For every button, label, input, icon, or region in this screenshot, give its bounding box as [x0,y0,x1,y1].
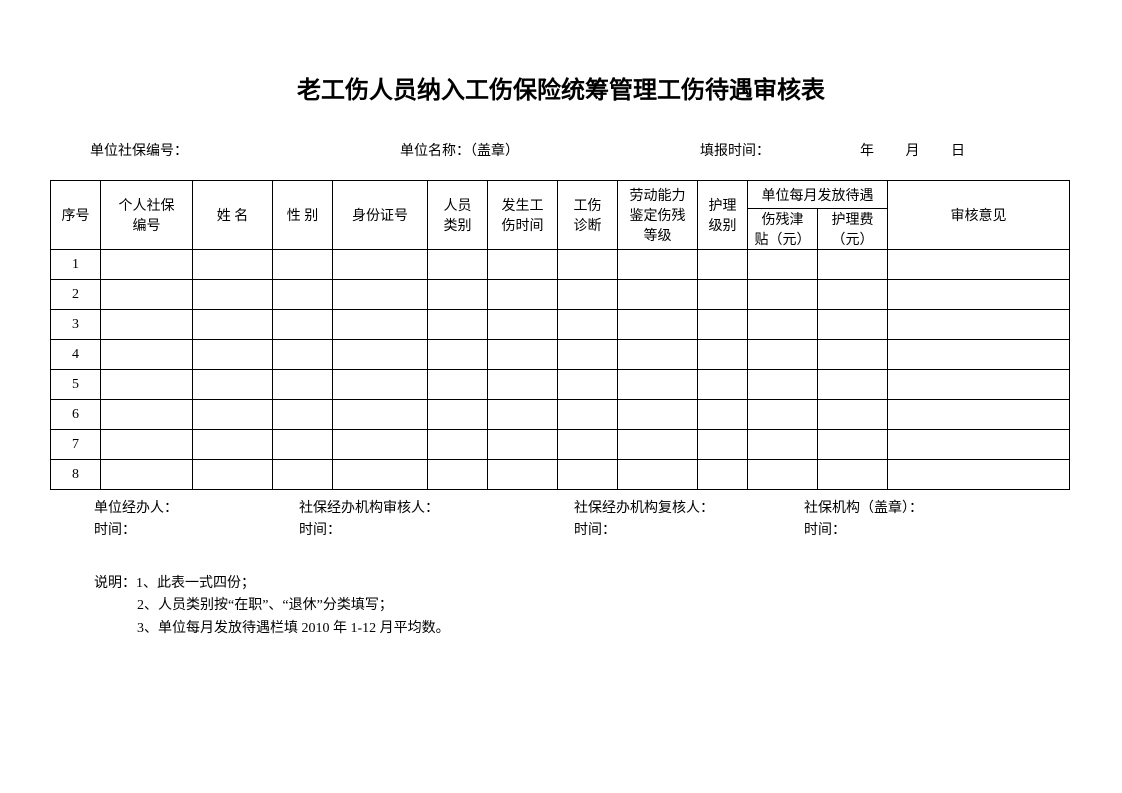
review-table: 序号 个人社保 编号 姓 名 性 别 身份证号 人员 类别 发生工 伤时间 工伤… [50,180,1070,490]
month-label: 月 [906,144,920,159]
table-row: 2 [51,280,1070,310]
time-label: 时间： [299,520,574,542]
row-seq: 3 [51,310,101,340]
table-row: 1 [51,250,1070,280]
row-seq: 5 [51,370,101,400]
ss-rechecker-label: 社保经办机构复核人： [574,498,804,520]
col-monthly-pay-group: 单位每月发放待遇 [748,181,888,209]
col-review: 审核意见 [888,181,1070,250]
row-seq: 4 [51,340,101,370]
table-row: 5 [51,370,1070,400]
footer-ss-reviewer: 社保经办机构审核人： 时间： [299,498,574,543]
table-row: 3 [51,310,1070,340]
footer-unit-handler: 单位经办人： 时间： [94,498,299,543]
col-disability-allowance: 伤残津 贴（元） [748,209,818,250]
col-injury-time: 发生工 伤时间 [488,181,558,250]
col-seq: 序号 [51,181,101,250]
col-diagnosis: 工伤 诊断 [558,181,618,250]
document-title: 老工伤人员纳入工伤保险统筹管理工伤待遇审核表 [50,70,1072,105]
notes-section: 说明：1、此表一式四份； 2、人员类别按“在职”、“退休”分类填写； 3、单位每… [50,543,1072,640]
fill-time-label: 填报时间： [700,140,860,160]
time-label: 时间： [804,520,1004,542]
ss-reviewer-label: 社保经办机构审核人： [299,498,574,520]
time-label: 时间： [94,520,299,542]
year-label: 年 [860,144,874,159]
row-seq: 1 [51,250,101,280]
notes-line-1: 说明：1、此表一式四份； [94,573,1072,595]
meta-row: 单位社保编号： 单位名称：（盖章） 填报时间： 年 月 日 [50,140,1072,160]
table-row: 8 [51,460,1070,490]
col-personal-ssn: 个人社保 编号 [101,181,193,250]
unit-name-label: 单位名称：（盖章） [400,140,700,160]
table-body: 1 2 3 4 5 6 7 8 [51,250,1070,490]
col-name: 姓 名 [193,181,273,250]
row-seq: 6 [51,400,101,430]
row-seq: 7 [51,430,101,460]
table-row: 4 [51,340,1070,370]
ss-org-label: 社保机构（盖章）： [804,498,1004,520]
unit-ssn-label: 单位社保编号： [90,140,400,160]
footer-ss-org: 社保机构（盖章）： 时间： [804,498,1004,543]
row-seq: 2 [51,280,101,310]
day-label: 日 [951,144,965,159]
col-care-fee: 护理费 （元） [818,209,888,250]
col-category: 人员 类别 [428,181,488,250]
footer-row: 单位经办人： 时间： 社保经办机构审核人： 时间： 社保经办机构复核人： 时间：… [50,490,1072,543]
row-seq: 8 [51,460,101,490]
col-care-level: 护理 级别 [698,181,748,250]
col-sex: 性 别 [273,181,333,250]
unit-handler-label: 单位经办人： [94,498,299,520]
notes-line-2: 2、人员类别按“在职”、“退休”分类填写； [94,595,1072,617]
table-row: 7 [51,430,1070,460]
notes-line-3: 3、单位每月发放待遇栏填 2010 年 1-12 月平均数。 [94,618,1072,640]
time-label: 时间： [574,520,804,542]
footer-ss-rechecker: 社保经办机构复核人： 时间： [574,498,804,543]
col-disability-level: 劳动能力 鉴定伤残 等级 [618,181,698,250]
fill-date: 年 月 日 [860,140,993,160]
table-row: 6 [51,400,1070,430]
col-id-no: 身份证号 [333,181,428,250]
